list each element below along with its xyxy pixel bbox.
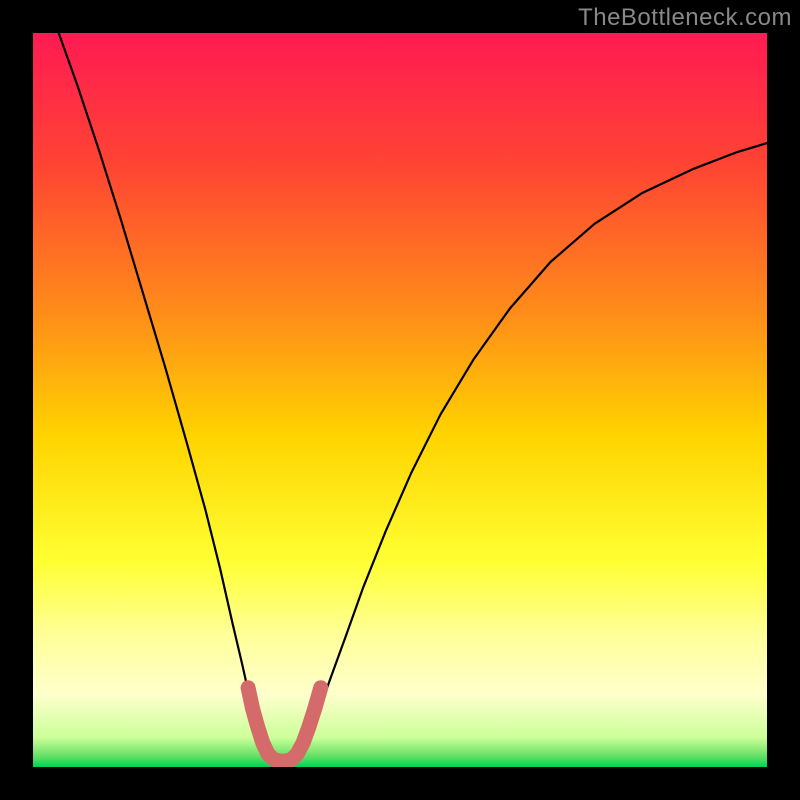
plot-area bbox=[33, 33, 767, 767]
watermark-text: TheBottleneck.com bbox=[578, 4, 792, 32]
chart-svg bbox=[33, 33, 767, 767]
chart-background bbox=[33, 33, 767, 767]
chart-frame: TheBottleneck.com bbox=[0, 0, 800, 800]
